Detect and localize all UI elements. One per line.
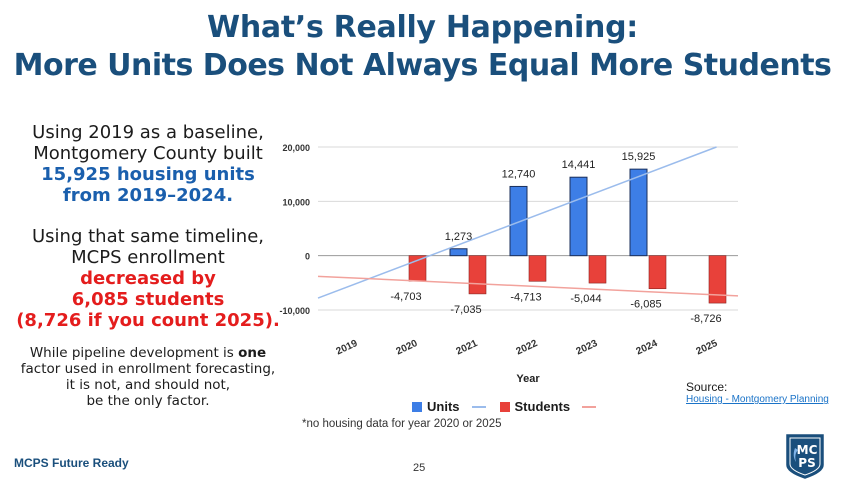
slide-title-line2: More Units Does Not Always Equal More St…	[13, 48, 832, 83]
summary-text: Using 2019 as a baseline,	[32, 122, 264, 143]
x-tick-label: 2024	[635, 338, 660, 358]
y-tick-label: 20,000	[282, 143, 310, 153]
students-data-label: -5,044	[570, 293, 601, 305]
summary-text: Montgomery County built	[33, 143, 263, 164]
logo-text-bottom: PS	[798, 456, 815, 470]
units-bar	[629, 168, 648, 257]
footer-brand: MCPS Future Ready	[14, 456, 129, 470]
students-data-label: -4,713	[510, 291, 541, 303]
units-bar	[569, 176, 588, 257]
units-highlight: 15,925 housing units	[41, 164, 255, 185]
logo-text-top: MC	[797, 443, 818, 457]
y-tick-label: -10,000	[279, 306, 310, 316]
x-tick-label: 2025	[695, 338, 720, 358]
students-data-label: -4,703	[390, 291, 421, 303]
students-trendline	[317, 275, 739, 297]
legend-units-label: Units	[427, 399, 460, 414]
legend-students-label: Students	[514, 399, 571, 414]
students-bar	[408, 255, 427, 282]
students-data-label: -6,085	[630, 299, 661, 311]
legend-units-trend	[471, 405, 486, 408]
enrollment-highlight: decreased by	[80, 268, 216, 289]
enrollment-highlight: (8,726 if you count 2025).	[16, 310, 280, 331]
x-tick-label: 2023	[575, 338, 600, 358]
summary-text: Using that same timeline,	[32, 226, 264, 247]
summary-text: MCPS enrollment	[71, 247, 225, 268]
units-highlight: from 2019–2024.	[62, 185, 234, 206]
note-text: be the only factor.	[86, 393, 210, 409]
units-data-label: 15,925	[622, 151, 656, 163]
students-bar	[648, 255, 667, 290]
x-tick-label: 2020	[395, 338, 420, 358]
students-data-label: -8,726	[690, 313, 721, 325]
legend-units-swatch	[412, 401, 422, 412]
students-bar	[708, 255, 727, 304]
units-data-label: 14,441	[562, 159, 596, 171]
note-text: While pipeline development is one	[29, 345, 267, 361]
units-bar	[449, 248, 468, 257]
y-tick-label: 0	[305, 252, 310, 262]
units-bar	[509, 185, 528, 257]
note-text: it is not, and should not,	[65, 377, 231, 393]
x-tick-label: 2021	[455, 338, 480, 358]
legend-students-swatch	[499, 401, 510, 412]
x-axis-title: Year	[516, 373, 540, 385]
page-number: 25	[413, 462, 426, 474]
slide-title-line1: What’s Really Happening:	[207, 10, 638, 45]
students-bar	[588, 255, 607, 284]
students-bar	[528, 255, 547, 282]
units-data-label: 12,740	[502, 168, 536, 180]
mcps-logo: MC PS	[786, 434, 824, 479]
chart-footnote: *no housing data for year 2020 or 2025	[302, 418, 502, 430]
y-tick-label: 10,000	[282, 197, 310, 207]
summary-panel: Using 2019 as a baseline, Montgomery Cou…	[0, 122, 296, 409]
students-bar	[468, 255, 487, 295]
note-text: factor used in enrollment forecasting,	[20, 361, 276, 377]
enrollment-highlight: 6,085 students	[71, 289, 225, 310]
legend-students-trend	[582, 405, 597, 408]
students-data-label: -7,035	[450, 304, 481, 316]
units-data-label: 1,273	[445, 231, 473, 243]
chart-legend: Units Students	[412, 399, 610, 414]
x-tick-label: 2022	[515, 338, 540, 358]
source-link[interactable]: Housing - Montgomery Planning	[686, 394, 829, 405]
note-bold: one	[238, 345, 267, 361]
units-trendline	[317, 146, 717, 299]
source-label: Source:	[686, 380, 728, 394]
x-tick-label: 2019	[335, 338, 360, 358]
